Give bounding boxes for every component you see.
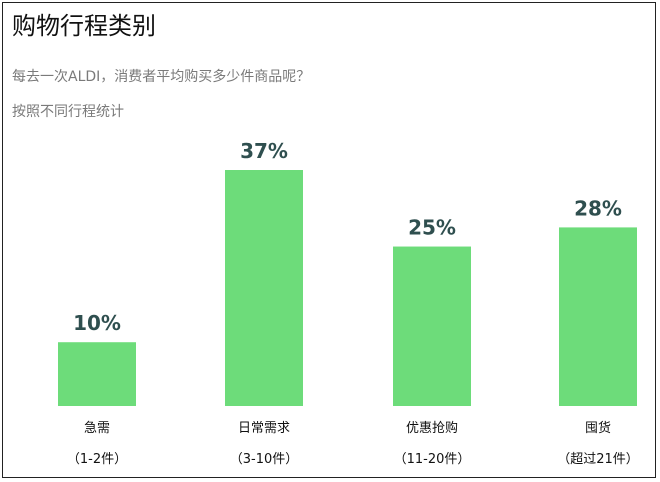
- category-label-4: 囤货: [585, 420, 611, 436]
- category-label-1: 急需: [84, 421, 110, 436]
- chart-title: 购物行程类别: [12, 12, 156, 40]
- category-sublabel-4: （超过21件）: [557, 452, 639, 467]
- value-label-4: 28%: [574, 196, 622, 220]
- value-label-1: 10%: [73, 311, 121, 335]
- value-label-3: 25%: [408, 216, 456, 240]
- value-label-2: 37%: [240, 139, 288, 163]
- category-sublabel-1: （1-2件）: [67, 452, 127, 467]
- bar-4: [559, 227, 637, 406]
- chart-subtitle: 每去一次ALDI，消费者平均购买多少件商品呢？: [12, 69, 311, 85]
- category-label-2: 日常需求: [238, 421, 290, 436]
- category-sublabel-3: （11-20件）: [394, 452, 471, 467]
- category-label-3: 优惠抢购: [406, 420, 458, 436]
- bar-2: [225, 170, 303, 406]
- chart-subtitle-2: 按照不同行程统计: [12, 104, 124, 120]
- bar-1: [58, 342, 136, 406]
- category-sublabel-2: （3-10件）: [230, 452, 299, 467]
- bar-3: [393, 246, 471, 406]
